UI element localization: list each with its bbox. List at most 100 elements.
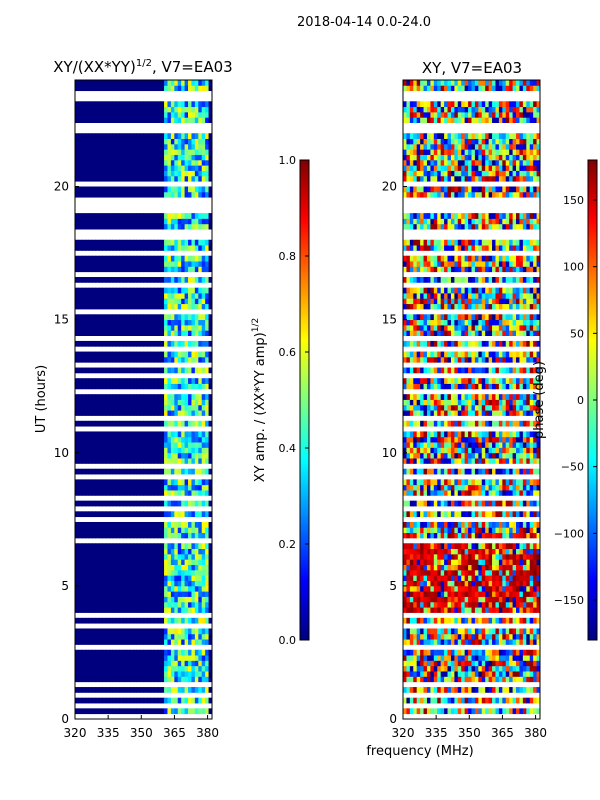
heatmap-cell [167, 665, 172, 672]
heatmap-cell [126, 111, 131, 118]
heatmap-cell [75, 628, 79, 635]
heatmap-cell [201, 617, 206, 624]
heatmap-cell [153, 420, 158, 427]
heatmap-cell [140, 708, 144, 715]
heatmap-cell [464, 468, 469, 475]
heatmap-cell [526, 458, 531, 464]
heatmap-cell [78, 261, 83, 267]
heatmap-cell [157, 490, 162, 496]
heatmap-cell [516, 697, 520, 704]
heatmap-cell [174, 399, 179, 406]
heatmap-cell [208, 548, 213, 555]
heatmap-cell [75, 277, 79, 283]
heatmap-cell [516, 601, 520, 608]
heatmap-cell [488, 490, 493, 496]
heatmap-cell [164, 117, 168, 123]
heatmap-cell [146, 420, 151, 427]
heatmap-cell [143, 585, 148, 592]
heatmap-cell [140, 490, 144, 496]
heatmap-cell [447, 676, 452, 683]
heatmap-cell [122, 143, 127, 150]
heatmap-cell [109, 676, 114, 683]
heatmap-cell [502, 543, 507, 549]
heatmap-cell [208, 80, 213, 86]
heatmap-cell [122, 106, 127, 113]
heatmap-cell [409, 697, 414, 704]
heatmap-cell [143, 628, 148, 635]
heatmap-cell [81, 324, 86, 331]
heatmap-cell [146, 266, 151, 273]
heatmap-cell [181, 580, 186, 587]
heatmap-cell [413, 708, 418, 715]
heatmap-cell [505, 655, 510, 661]
heatmap-cell [191, 399, 196, 406]
heatmap-cell [167, 548, 172, 555]
heatmap-cell [160, 639, 165, 645]
heatmap-cell [526, 697, 531, 704]
heatmap-cell [433, 585, 438, 592]
heatmap-cell [143, 287, 148, 294]
heatmap-cell [536, 564, 541, 571]
heatmap-cell [450, 697, 455, 704]
heatmap-cell [102, 639, 107, 645]
heatmap-cell [136, 255, 141, 262]
heatmap-cell [160, 223, 165, 230]
heatmap-cell [468, 468, 472, 475]
heatmap-cell [454, 458, 459, 464]
heatmap-cell [509, 527, 514, 534]
heatmap-cell [440, 585, 445, 592]
heatmap-cell [112, 404, 117, 411]
heatmap-cell [208, 671, 213, 677]
heatmap-cell [157, 319, 162, 326]
heatmap-cell [78, 452, 83, 459]
heatmap-cell [184, 591, 189, 597]
heatmap-cell [413, 617, 418, 624]
heatmap-cell [164, 111, 168, 118]
heatmap-cell [191, 133, 196, 139]
heatmap-cell [174, 186, 179, 193]
heatmap-cell [133, 175, 138, 182]
heatmap-cell [444, 639, 449, 645]
heatmap-cell [474, 633, 479, 640]
heatmap-cell [420, 553, 425, 560]
heatmap-cell [81, 490, 86, 496]
heatmap-cell [208, 223, 213, 230]
heatmap-cell [191, 293, 196, 299]
heatmap-cell [167, 500, 172, 507]
heatmap-cell [468, 500, 472, 507]
heatmap-cell [150, 186, 155, 193]
heatmap-cell [426, 527, 431, 534]
heatmap-cell [167, 85, 172, 92]
heatmap-cell [126, 527, 131, 534]
heatmap-cell [122, 213, 127, 219]
heatmap-cell [177, 500, 182, 507]
heatmap-cell [133, 580, 138, 587]
heatmap-cell [454, 452, 459, 459]
heatmap-cell [181, 191, 186, 198]
heatmap-cell [177, 191, 182, 198]
heatmap-cell [437, 708, 442, 715]
heatmap-cell [471, 484, 476, 491]
heatmap-cell [444, 596, 449, 603]
heatmap-cell [78, 191, 83, 198]
heatmap-cell [468, 708, 472, 715]
heatmap-cell [157, 223, 162, 230]
heatmap-cell [122, 223, 127, 230]
heatmap-cell [492, 585, 496, 592]
heatmap-cell [160, 394, 165, 400]
heatmap-cell [126, 399, 131, 406]
heatmap-cell [516, 548, 520, 555]
heatmap-cell [188, 85, 192, 92]
heatmap-cell [136, 277, 141, 283]
heatmap-cell [519, 548, 524, 555]
heatmap-cell [150, 543, 155, 549]
heatmap-cell [88, 143, 93, 150]
heatmap-cell [485, 649, 490, 656]
heatmap-cell [143, 340, 148, 347]
heatmap-cell [495, 697, 500, 704]
heatmap-cell [450, 452, 455, 459]
heatmap-cell [478, 580, 483, 587]
heatmap-cell [119, 133, 124, 139]
heatmap-cell [167, 607, 172, 613]
heatmap-cell [184, 287, 189, 294]
